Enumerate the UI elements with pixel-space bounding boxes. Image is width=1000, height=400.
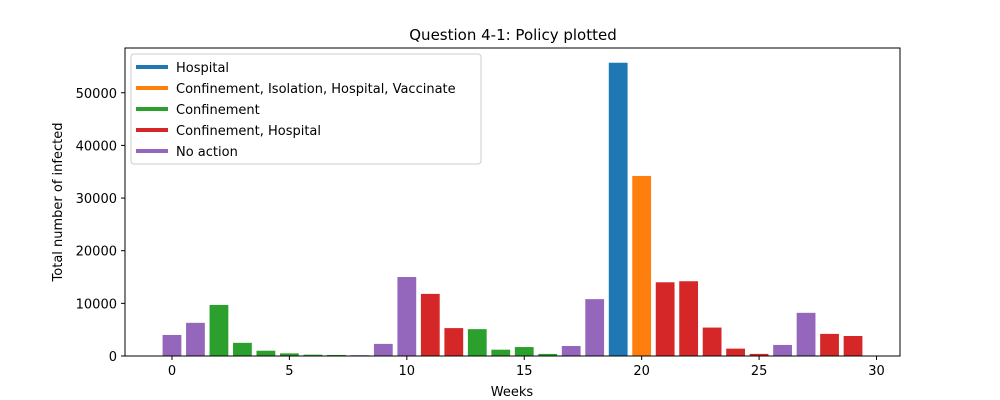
y-tick-label: 0 [109, 350, 117, 365]
bar-week-3 [233, 342, 252, 356]
bar-week-26 [773, 344, 792, 356]
bar-week-2 [209, 304, 229, 356]
bar-week-23 [702, 327, 722, 356]
bar-week-18 [585, 299, 605, 356]
y-tick-label: 50000 [76, 87, 117, 102]
bar-week-22 [679, 281, 699, 356]
bar-week-11 [420, 293, 440, 356]
bar-week-16 [538, 353, 558, 356]
bar-week-10 [397, 277, 417, 356]
y-tick-label: 20000 [76, 245, 117, 260]
x-axis-label: Weeks [491, 385, 534, 400]
bar-week-5 [280, 353, 299, 356]
x-tick-label: 30 [868, 364, 885, 379]
legend-label: Confinement, Hospital [176, 124, 321, 139]
legend-label: Confinement [176, 103, 260, 118]
bar-week-14 [491, 349, 511, 356]
bar-week-1 [186, 322, 205, 356]
bar-week-4 [256, 350, 276, 356]
bar-week-0 [162, 334, 182, 356]
y-tick-label: 30000 [76, 192, 117, 207]
chart-title: Question 4-1: Policy plotted [409, 26, 616, 44]
bar-week-19 [608, 62, 628, 356]
y-axis: 0 10000 20000 30000 40000 50000 [76, 87, 125, 365]
bar-week-25 [749, 353, 769, 356]
y-tick-label: 10000 [76, 297, 117, 312]
y-axis-label: Total number of infected [51, 123, 66, 283]
bar-week-9 [373, 343, 393, 356]
legend-label: No action [176, 145, 238, 160]
bar-week-21 [655, 282, 675, 356]
x-tick-label: 5 [285, 364, 293, 379]
bar-week-17 [561, 345, 581, 356]
bar-week-15 [514, 347, 534, 356]
bar-week-6 [303, 354, 323, 356]
x-tick-label: 15 [516, 364, 533, 379]
legend-label: Hospital [176, 61, 229, 76]
bar-week-29 [843, 335, 863, 356]
bar-week-12 [444, 328, 464, 356]
legend-label: Confinement, Isolation, Hospital, Vaccin… [176, 82, 456, 97]
bar-week-20 [632, 175, 652, 356]
bars-group [162, 62, 863, 356]
x-tick-label: 20 [633, 364, 650, 379]
legend: Hospital Confinement, Isolation, Hospital… [130, 53, 482, 165]
bar-week-7 [326, 354, 346, 356]
x-tick-label: 10 [399, 364, 416, 379]
x-axis: 0 5 10 15 20 25 30 [168, 356, 885, 379]
bar-week-28 [820, 333, 839, 356]
bar-week-27 [796, 312, 816, 356]
x-tick-label: 0 [168, 364, 176, 379]
bar-week-13 [467, 329, 487, 356]
y-tick-label: 40000 [76, 139, 117, 154]
legend-frame [130, 53, 482, 165]
bar-week-24 [726, 348, 745, 356]
x-tick-label: 25 [751, 364, 768, 379]
plot-frame [124, 47, 901, 357]
